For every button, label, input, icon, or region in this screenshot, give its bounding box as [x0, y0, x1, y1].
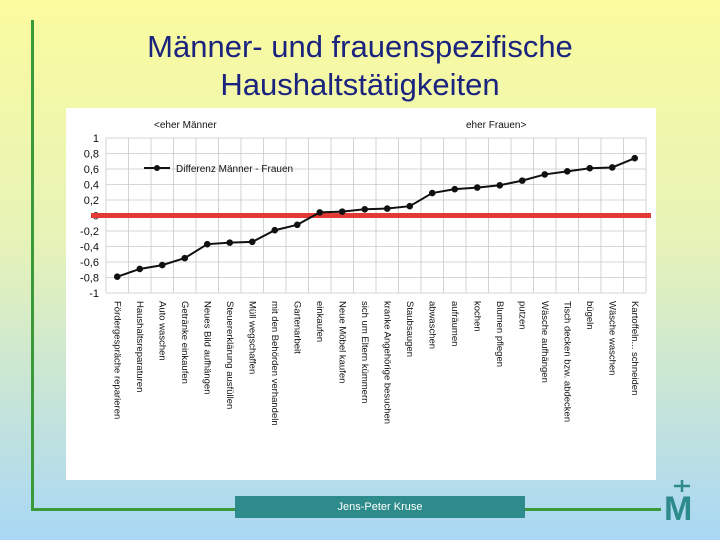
data-point: [473, 184, 481, 191]
data-point: [203, 240, 211, 248]
x-category-label: Getränke einkaufen: [179, 301, 190, 384]
x-category-label: aufräumen: [449, 301, 460, 346]
data-point: [586, 164, 594, 172]
x-category-label: sich um Eltern kümmern: [359, 301, 370, 403]
y-tick-label: 0,2: [84, 195, 99, 207]
data-point: [383, 205, 391, 212]
y-tick-label: -0,2: [80, 226, 99, 238]
data-point: [563, 168, 571, 175]
chart-frame: 10,80,60,40,20-0,2-0,4-0,6-0,8-1 Förderg…: [66, 108, 656, 480]
legend-marker: [154, 165, 160, 171]
slide-title: Männer- und frauenspezifische Haushaltst…: [60, 28, 660, 104]
data-point: [406, 202, 414, 210]
series-line: [116, 157, 636, 278]
data-point: [293, 221, 301, 229]
data-point: [181, 254, 189, 262]
data-point: [113, 273, 121, 281]
data-point: [518, 177, 526, 184]
x-category-label: einkaufen: [314, 301, 325, 342]
x-category-label: Steuererklärung ausfüllen: [224, 301, 235, 409]
x-axis: Fördergespräche reparieren Haushaltsrepar…: [111, 301, 640, 426]
y-axis: 10,80,60,40,20-0,2-0,4-0,6-0,8-1: [80, 133, 99, 300]
y-tick-label: -0,8: [80, 273, 99, 285]
title-line-2: Haushaltstätigkeiten: [220, 67, 500, 102]
x-category-label: Wäsche waschen: [606, 301, 617, 375]
data-point: [451, 185, 459, 193]
annotation-right: eher Frauen>: [466, 120, 526, 131]
y-tick-label: 0,8: [84, 149, 99, 161]
y-tick-label: -0,6: [80, 257, 99, 269]
x-category-label: kranke Angehörige besuchen: [381, 301, 392, 424]
y-tick-label: 0,6: [84, 164, 99, 176]
x-category-label: Müll wegschaffen: [246, 301, 257, 374]
y-tick-label: -0,4: [80, 242, 99, 254]
data-point: [541, 171, 549, 178]
logo-icon: M: [664, 480, 692, 525]
x-category-label: Auto waschen: [156, 301, 167, 361]
x-category-label: Wäsche aufhängen: [539, 301, 550, 383]
legend-label: Differenz Männer - Frauen: [176, 164, 293, 175]
logo-letter: M: [664, 490, 692, 525]
y-tick-label: 1: [93, 133, 99, 145]
data-point: [361, 206, 369, 213]
x-category-label: putzen: [516, 301, 527, 330]
data-point: [226, 239, 234, 246]
data-point: [158, 261, 166, 269]
footer-author: Jens-Peter Kruse: [235, 496, 525, 518]
x-category-label: Blumen pflegen: [494, 301, 505, 367]
x-category-label: Neues Bild aufhängen: [201, 301, 212, 395]
x-category-label: Staubsaugen: [404, 301, 415, 357]
data-point: [271, 226, 279, 234]
y-tick-label: -1: [89, 288, 99, 300]
y-tick-label: 0,4: [84, 180, 99, 192]
legend: Differenz Männer - Frauen: [144, 164, 293, 175]
series-points: [113, 154, 639, 281]
x-category-label: abwaschen: [426, 301, 437, 349]
x-category-label: Fördergespräche reparieren: [111, 301, 122, 419]
data-point: [631, 154, 639, 162]
data-point: [608, 164, 616, 171]
slide-vertical-rule: [31, 20, 34, 510]
annotation-left: <eher Männer: [154, 120, 217, 131]
data-point: [496, 181, 504, 189]
x-category-label: mit den Behörden verhandeln: [269, 301, 280, 426]
x-category-label: bügeln: [584, 301, 595, 330]
x-category-label: kochen: [471, 301, 482, 332]
data-point: [338, 208, 346, 215]
data-point: [248, 238, 256, 246]
title-line-1: Männer- und frauenspezifische: [147, 29, 573, 64]
x-category-label: Haushaltsreparaturen: [134, 301, 145, 392]
data-point: [428, 189, 436, 197]
x-category-label: Kartoffeln... schneiden: [629, 301, 640, 395]
x-category-label: Neue Möbel kaufen: [336, 301, 347, 383]
data-point: [316, 209, 324, 216]
data-point: [136, 265, 144, 273]
x-category-label: Gartenarbeit: [291, 301, 302, 354]
x-category-label: Tisch decken bzw. abdecken: [561, 301, 572, 422]
line-chart: 10,80,60,40,20-0,2-0,4-0,6-0,8-1 Förderg…: [80, 120, 651, 426]
